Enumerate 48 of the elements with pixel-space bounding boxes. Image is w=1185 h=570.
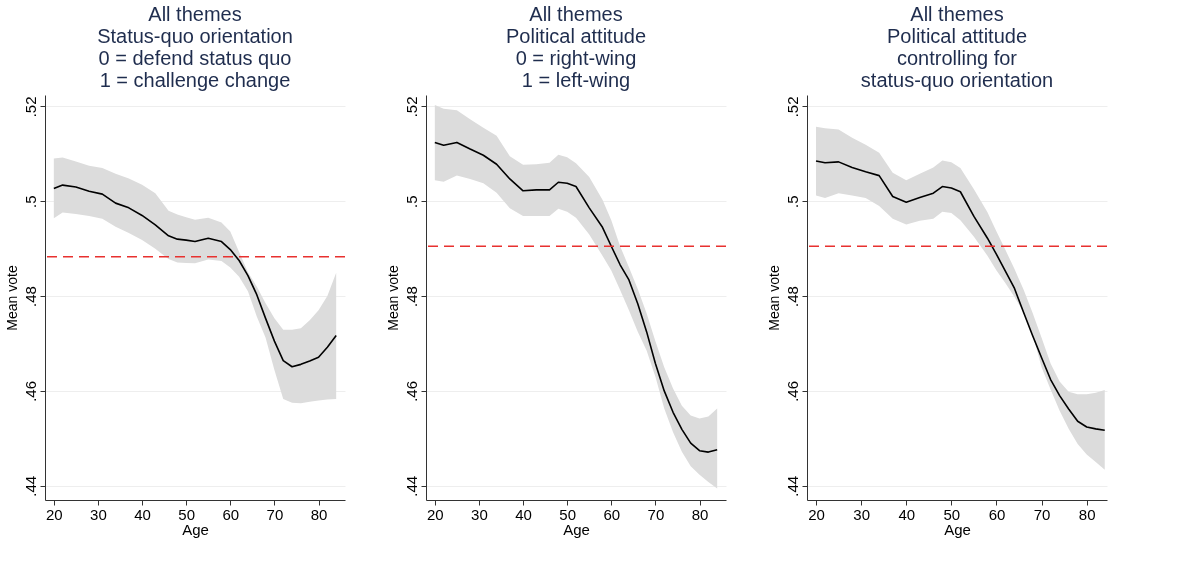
y-tick-label: .52 (21, 96, 39, 118)
y-tick-label: .48 (402, 286, 420, 308)
y-tick-label: .46 (402, 381, 420, 402)
x-tick-label: 50 (943, 505, 961, 523)
line-series (434, 141, 718, 453)
y-tick-label: .52 (402, 96, 420, 118)
x-tick-label: 40 (898, 505, 916, 523)
chart-title: All themes Political attitude controlling for status-quo orientation (860, 3, 1054, 91)
y-tick-label: .5 (783, 195, 801, 208)
y-tick-label: .44 (402, 475, 420, 497)
x-tick-label: 80 (310, 505, 328, 523)
y-tick-label: .48 (21, 286, 39, 308)
x-axis-title: Age (182, 520, 209, 538)
y-tick-label: .46 (783, 381, 801, 402)
y-tick-label: .5 (21, 195, 39, 208)
y-axis-title: Mean vote (765, 265, 782, 331)
y-tick-label: .44 (21, 475, 39, 497)
x-tick-label: 40 (515, 505, 532, 523)
x-tick-label: 30 (90, 505, 107, 523)
x-tick-label: 50 (178, 505, 196, 523)
chart-title: All themes Status-quo orientation 0 = defend status quo 1 = challenge change (97, 3, 293, 91)
line-series (53, 184, 337, 368)
x-tick-label: 30 (853, 505, 870, 523)
x-tick-label: 70 (647, 505, 665, 523)
y-tick-label: .44 (783, 475, 801, 497)
y-axis-title: Mean vote (3, 265, 20, 331)
x-tick-label: 60 (988, 505, 1006, 523)
y-tick-label: .46 (21, 381, 39, 402)
x-tick-label: 20 (426, 505, 444, 523)
x-axis-title: Age (944, 520, 971, 538)
y-tick-label: .5 (402, 195, 420, 208)
x-tick-label: 80 (691, 505, 709, 523)
x-tick-label: 30 (471, 505, 488, 523)
x-tick-label: 60 (222, 505, 240, 523)
x-tick-label: 70 (266, 505, 284, 523)
x-tick-label: 50 (559, 505, 577, 523)
x-tick-label: 70 (1033, 505, 1051, 523)
x-tick-label: 40 (134, 505, 151, 523)
line-series (815, 160, 1106, 432)
y-tick-label: .48 (783, 286, 801, 308)
y-tick-label: .52 (783, 96, 801, 118)
x-tick-label: 80 (1078, 505, 1096, 523)
x-tick-label: 20 (45, 505, 63, 523)
x-tick-label: 20 (808, 505, 825, 523)
x-tick-label: 60 (603, 505, 621, 523)
chart-title: All themes Political attitude 0 = right-wing 1 = left-wing (505, 3, 647, 91)
y-axis-title: Mean vote (384, 265, 401, 331)
x-axis-title: Age (563, 520, 590, 538)
